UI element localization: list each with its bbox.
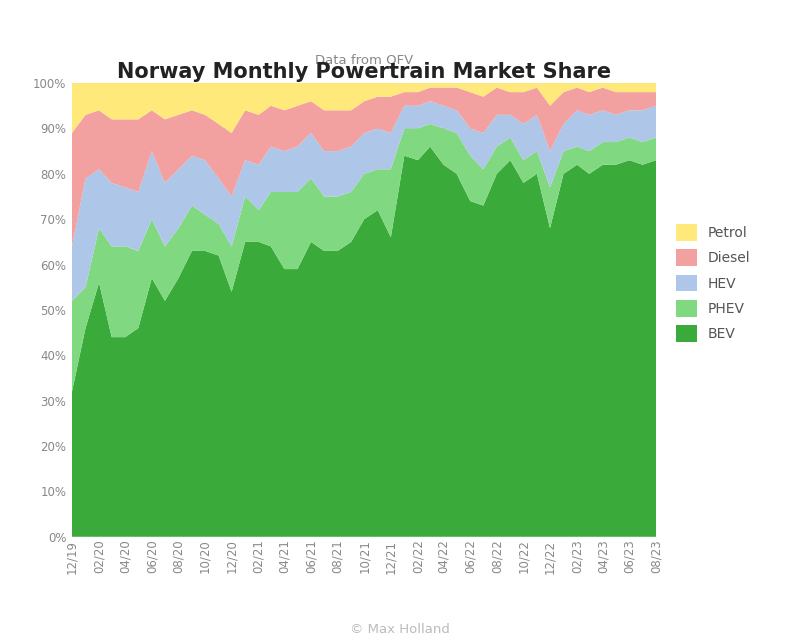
- Title: Norway Monthly Powertrain Market Share: Norway Monthly Powertrain Market Share: [117, 61, 611, 82]
- Text: © Max Holland: © Max Holland: [350, 623, 450, 636]
- Legend: Petrol, Diesel, HEV, PHEV, BEV: Petrol, Diesel, HEV, PHEV, BEV: [669, 217, 758, 349]
- Text: Data from OFV: Data from OFV: [315, 54, 413, 67]
